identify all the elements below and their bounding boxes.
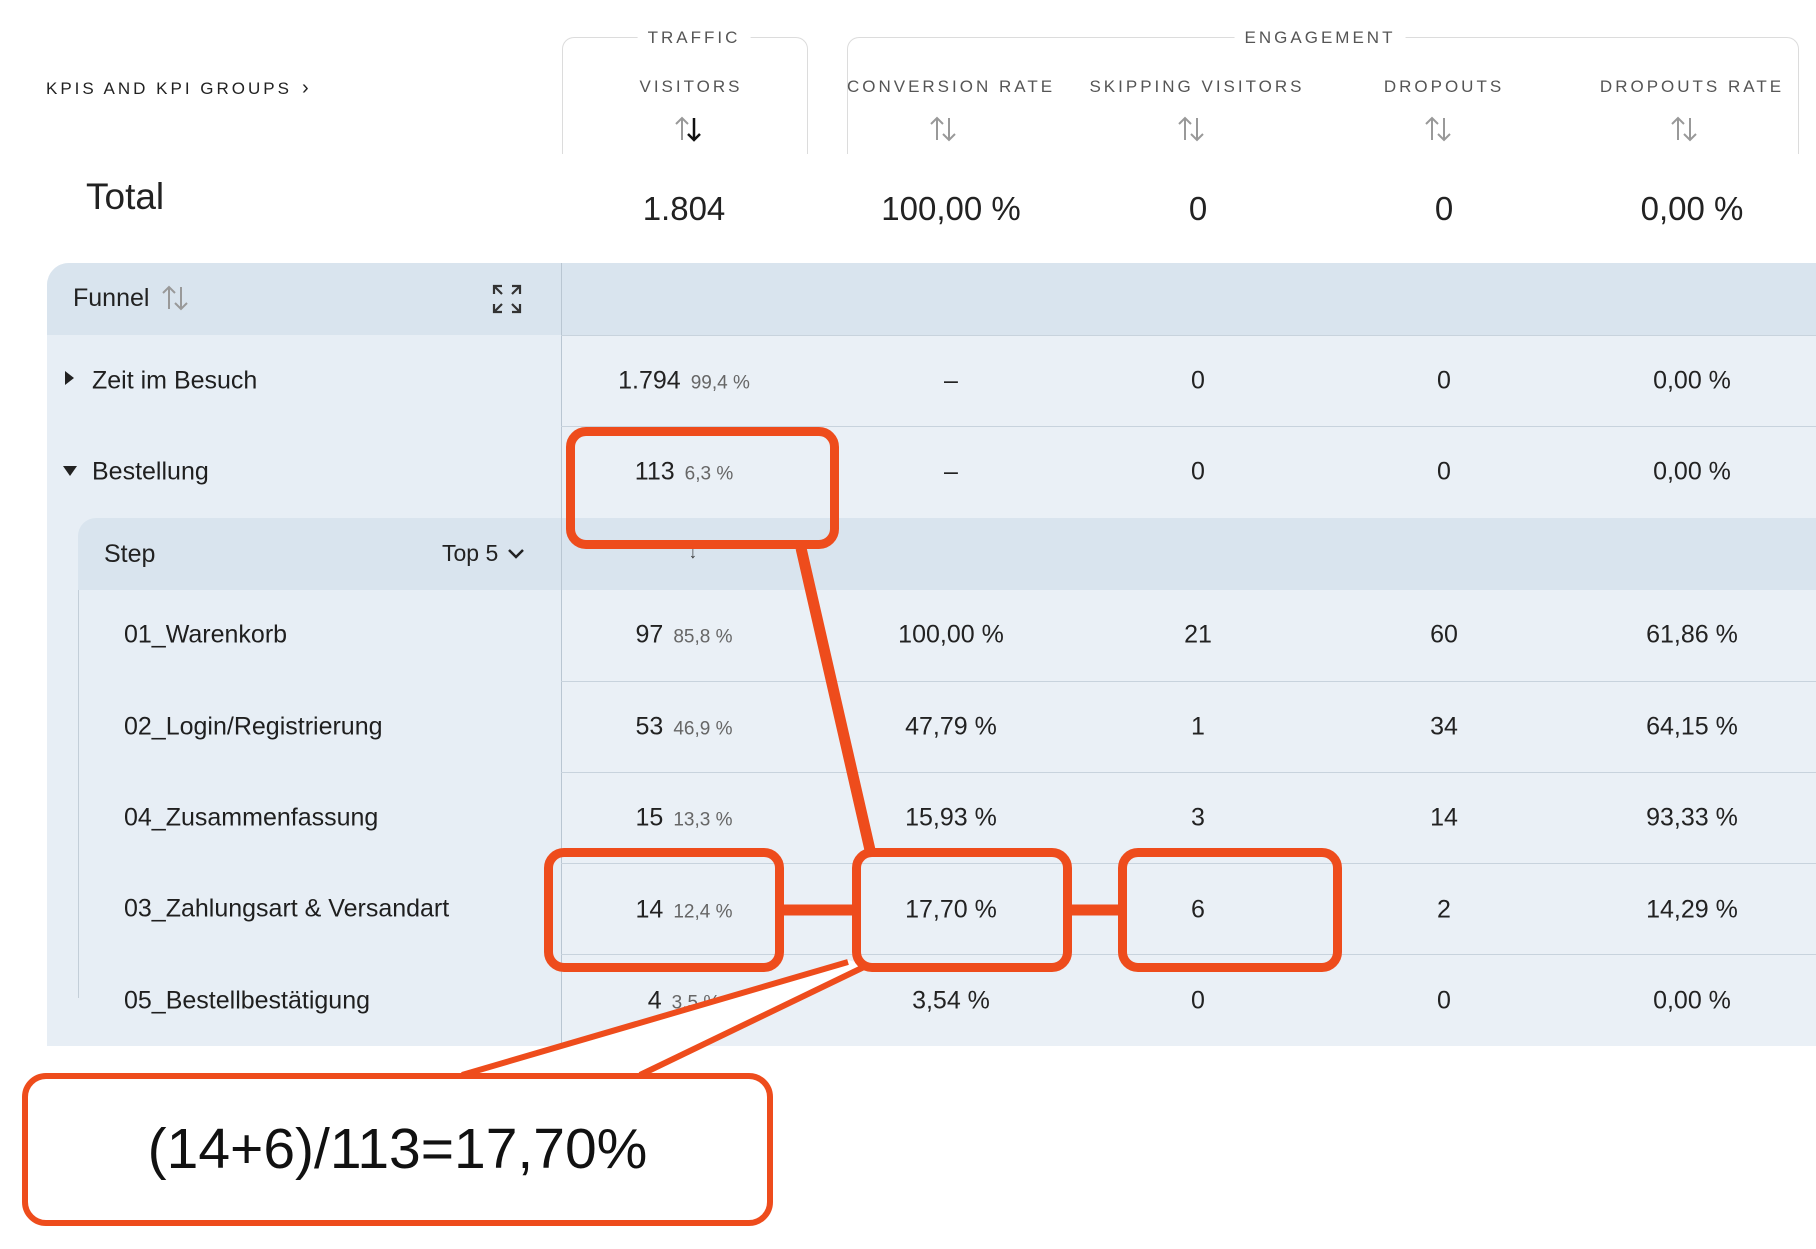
traffic-group-label: TRAFFIC <box>637 28 751 48</box>
cell-dropouts-rate: 64,15 % <box>1646 712 1738 741</box>
cell-dropouts-rate: 0,00 % <box>1653 457 1731 486</box>
engagement-group-label: ENGAGEMENT <box>1234 28 1406 48</box>
cell-conversion: 47,79 % <box>905 712 997 741</box>
col-header-dropouts[interactable]: DROPOUTS <box>1383 77 1505 96</box>
cell-dropouts: 60 <box>1430 620 1458 649</box>
expand-icon[interactable] <box>491 283 523 315</box>
cell-dropouts-rate: 93,33 % <box>1646 803 1738 832</box>
funnel-row-zeit-im-besuch[interactable]: Zeit im Besuch <box>47 336 561 426</box>
right-panel <box>561 263 1816 1046</box>
cell-conversion: 15,93 % <box>905 803 997 832</box>
funnel-header[interactable]: Funnel <box>73 281 193 315</box>
cell-skipping: 21 <box>1184 620 1212 649</box>
chevron-right-icon: › <box>301 77 309 99</box>
left-panel <box>47 263 561 1046</box>
cell-conversion: 100,00 % <box>898 620 1004 649</box>
sort-dropouts-icon[interactable] <box>1422 112 1456 146</box>
row-label-zeit-im-besuch: Zeit im Besuch <box>92 366 258 395</box>
highlight-zahlungsart-visitors <box>544 848 784 972</box>
sort-arrows-icon[interactable] <box>159 281 193 315</box>
cell-conversion: – <box>944 366 958 395</box>
cell-dropouts: 34 <box>1430 712 1458 741</box>
total-conversion-rate: 100,00 % <box>881 190 1021 227</box>
funnel-label: Funnel <box>73 283 150 312</box>
step-row-label[interactable]: 05_Bestellbestätigung <box>124 986 371 1015</box>
col-header-dropouts-rate[interactable]: DROPOUTS RATE <box>1599 77 1785 96</box>
step-row-label[interactable]: 03_Zahlungsart & Versandart <box>124 894 450 923</box>
cell-dropouts: 2 <box>1437 895 1451 924</box>
cell-dropouts-rate: 0,00 % <box>1653 366 1731 395</box>
cell-conversion: 17,70 % <box>905 895 997 924</box>
highlight-zahlungsart-skipping <box>1118 848 1342 972</box>
caret-down-icon[interactable] <box>63 466 77 476</box>
step-row-label[interactable]: 01_Warenkorb <box>124 620 288 649</box>
cell-skipping: 1 <box>1191 712 1205 741</box>
sort-skipping-icon[interactable] <box>1175 112 1209 146</box>
formula-text: (14+6)/113=17,70% <box>147 1117 648 1181</box>
step-header[interactable]: Step <box>104 540 155 569</box>
top-n-dropdown[interactable]: Top 5 <box>442 540 526 567</box>
chevron-down-icon <box>508 548 525 559</box>
total-dropouts-rate: 0,00 % <box>1640 190 1744 227</box>
cell-skipping: 6 <box>1191 895 1205 924</box>
cell-dropouts: 0 <box>1437 366 1451 395</box>
cell-visitors: 97 85,8 % <box>635 620 733 649</box>
cell-dropouts: 0 <box>1437 457 1451 486</box>
kpi-groups-link[interactable]: KPIS AND KPI GROUPS › <box>46 77 309 100</box>
total-visitors: 1.804 <box>642 190 726 227</box>
highlight-bestellung-visitors <box>566 427 839 549</box>
kpi-groups-label: KPIS AND KPI GROUPS <box>46 78 292 98</box>
cell-visitors: 15 13,3 % <box>635 803 733 832</box>
col-header-skipping-visitors[interactable]: SKIPPING VISITORS <box>1089 77 1305 96</box>
step-header-band <box>78 518 1816 590</box>
col-header-conversion-rate[interactable]: CONVERSION RATE <box>846 77 1056 96</box>
cell-visitors: 14 12,4 % <box>635 895 733 924</box>
cell-dropouts: 0 <box>1437 986 1451 1015</box>
total-label: Total <box>86 176 165 217</box>
cell-dropouts-rate: 0,00 % <box>1653 986 1731 1015</box>
cell-dropouts-rate: 14,29 % <box>1646 895 1738 924</box>
sort-visitors-icon[interactable] <box>672 112 706 146</box>
total-skipping-visitors: 0 <box>1188 190 1208 227</box>
cell-conversion: 3,54 % <box>912 986 990 1015</box>
row-label-bestellung: Bestellung <box>92 457 209 486</box>
highlight-zahlungsart-conversion <box>852 848 1072 972</box>
cell-dropouts: 14 <box>1430 803 1458 832</box>
cell-skipping: 0 <box>1191 366 1205 395</box>
cell-visitors: 113 6,3 % <box>634 457 734 486</box>
funnel-row-bestellung[interactable]: Bestellung <box>47 427 561 517</box>
step-tree-line <box>78 590 79 998</box>
sort-conversion-icon[interactable] <box>927 112 961 146</box>
step-label: Step <box>104 540 156 568</box>
cell-skipping: 0 <box>1191 457 1205 486</box>
step-header-divider <box>561 518 562 590</box>
formula-callout <box>22 1073 773 1226</box>
caret-right-icon[interactable] <box>65 371 74 385</box>
total-dropouts: 0 <box>1434 190 1454 227</box>
sort-dropouts-rate-icon[interactable] <box>1668 112 1702 146</box>
cell-conversion: – <box>944 457 958 486</box>
cell-skipping: 0 <box>1191 986 1205 1015</box>
cell-visitors: 1.794 99,4 % <box>618 366 750 395</box>
top-n-label: Top 5 <box>442 540 499 566</box>
step-row-label[interactable]: 02_Login/Registrierung <box>124 712 383 741</box>
step-row-label[interactable]: 04_Zusammenfassung <box>124 803 379 832</box>
col-header-visitors[interactable]: VISITORS <box>639 77 743 96</box>
cell-skipping: 3 <box>1191 803 1205 832</box>
cell-visitors: 53 46,9 % <box>635 712 733 741</box>
funnel-header-band <box>47 263 1816 335</box>
sort-small-icon[interactable]: ↓ <box>689 545 697 562</box>
cell-dropouts-rate: 61,86 % <box>1646 620 1738 649</box>
funnel-header-divider <box>561 263 562 335</box>
